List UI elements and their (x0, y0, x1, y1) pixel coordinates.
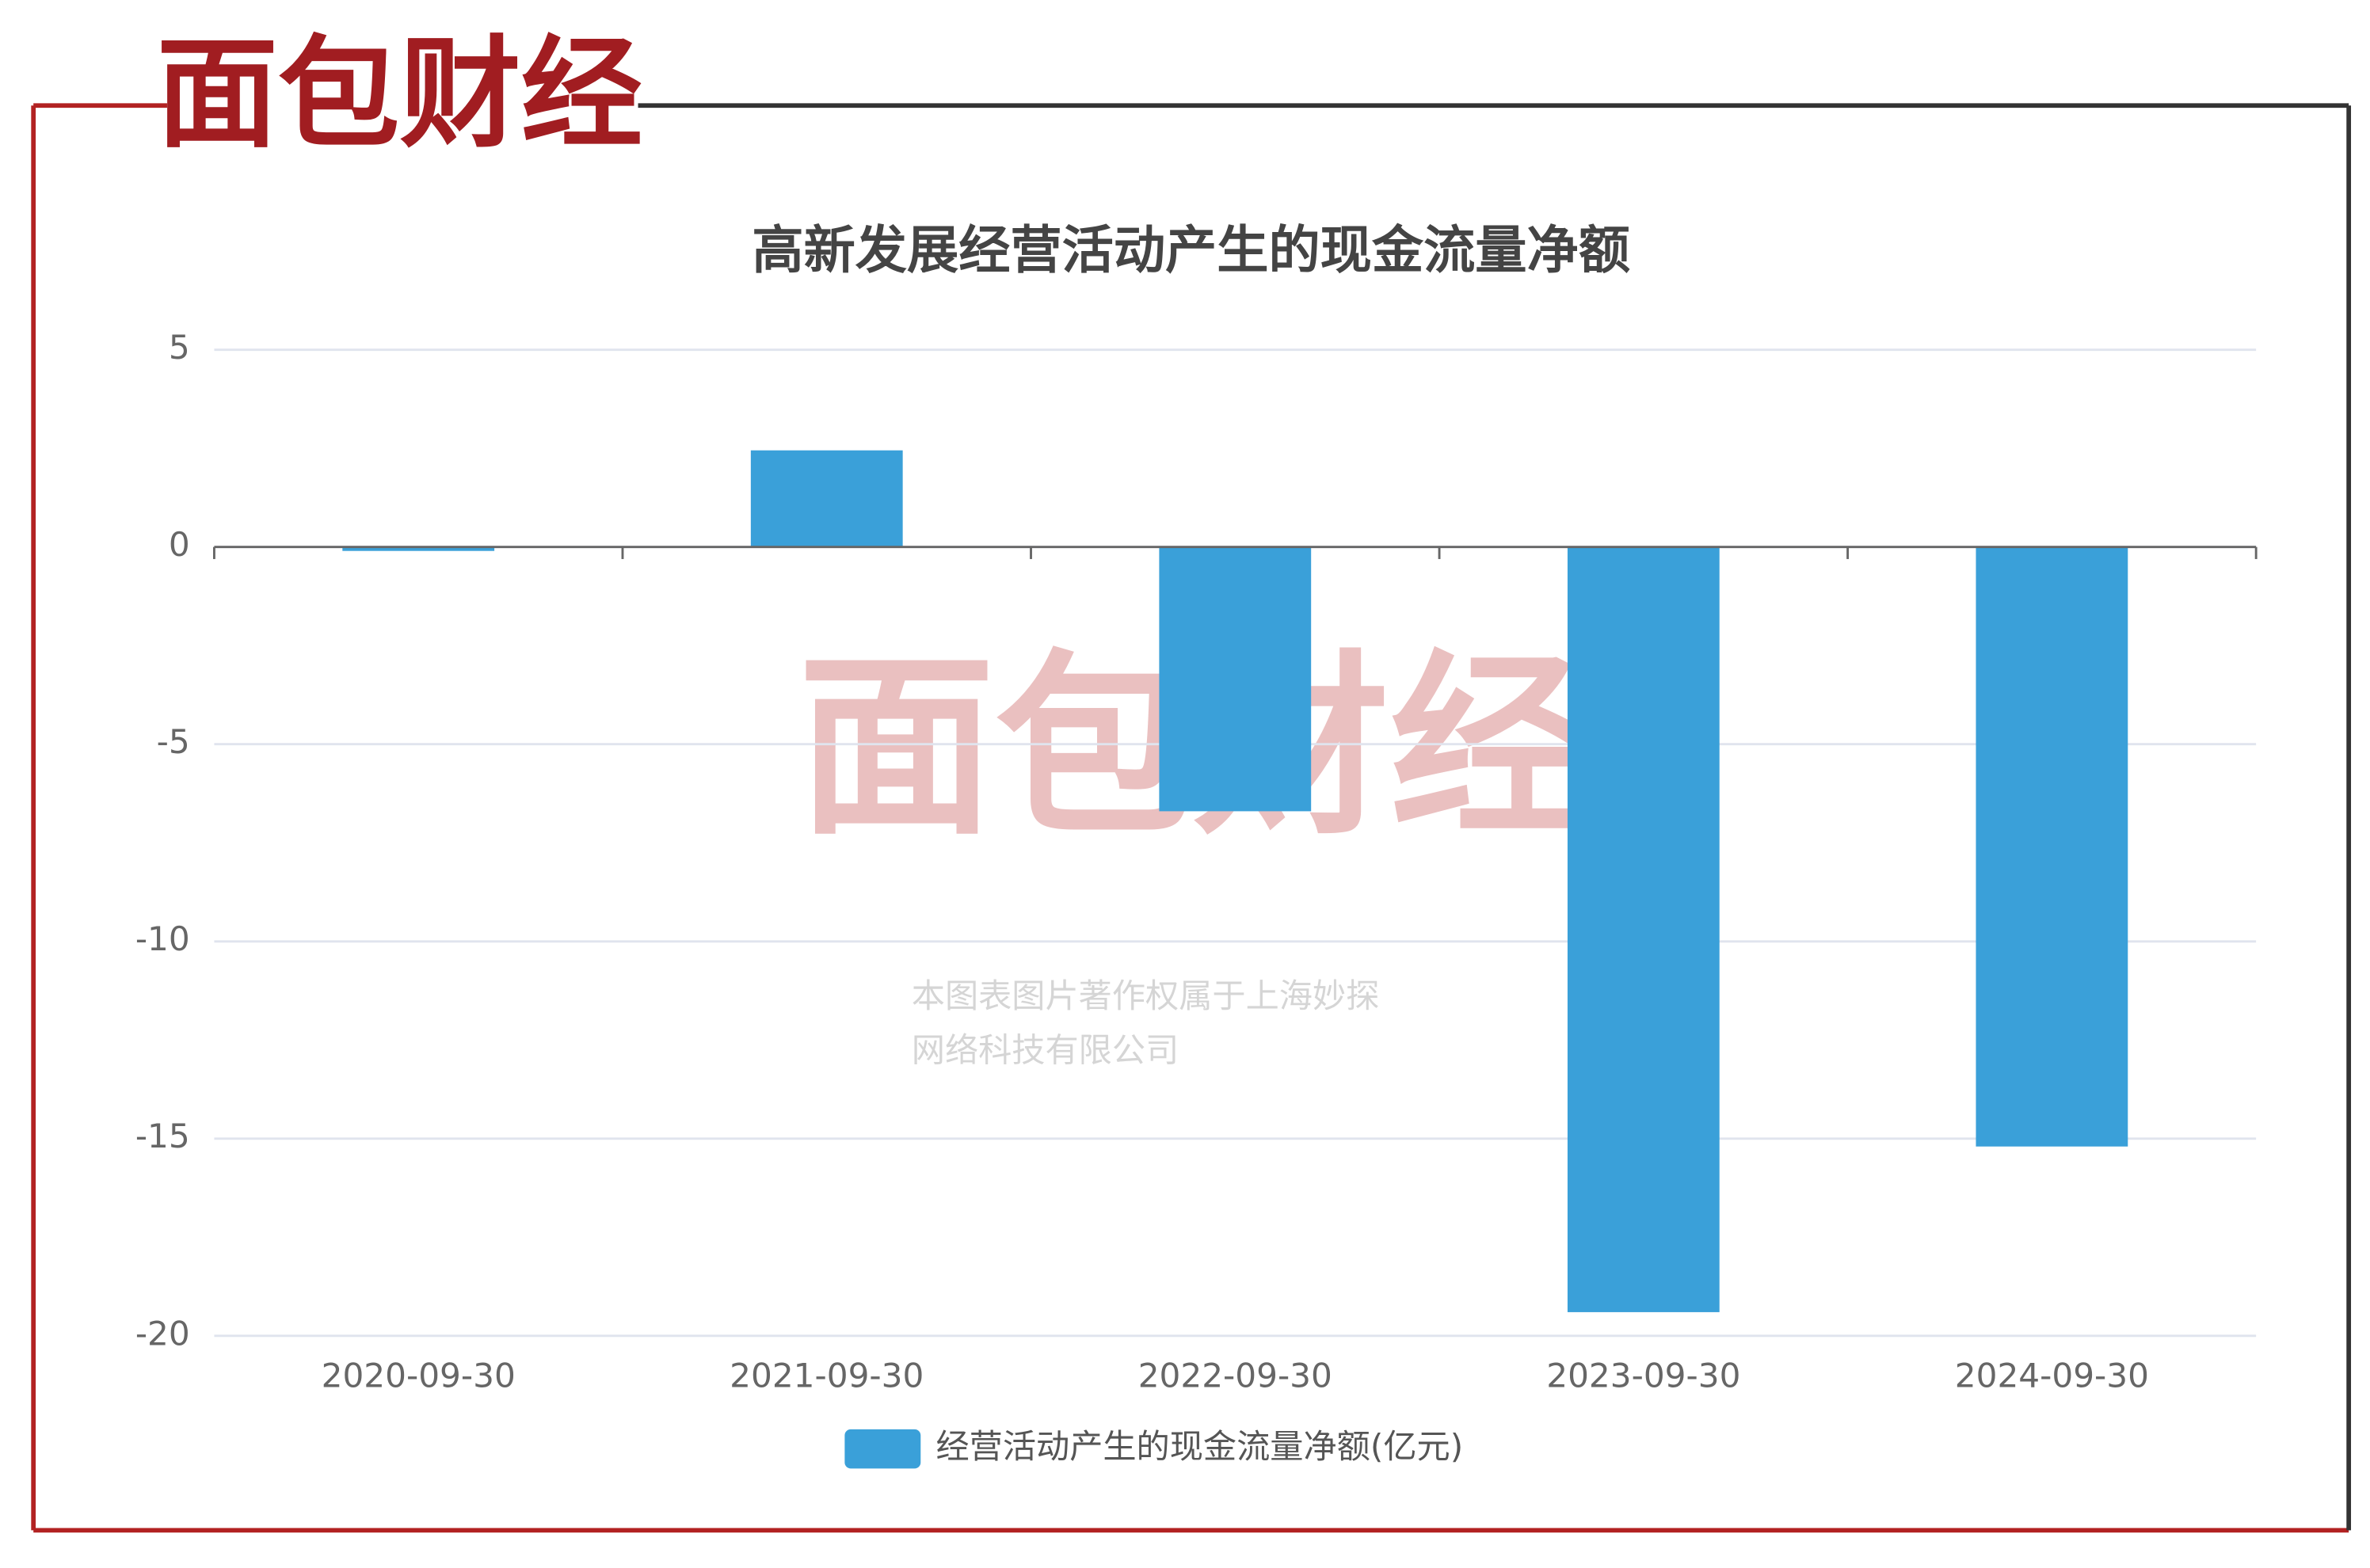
x-tick-label: 2021-09-30 (730, 1357, 924, 1395)
y-tick-label: -20 (135, 1314, 190, 1353)
watermark-text: 网络科技有限公司 (912, 1030, 1179, 1069)
y-tick-label: -15 (135, 1117, 190, 1155)
bar (1567, 546, 1720, 1312)
y-tick-label: 0 (169, 525, 190, 564)
x-tick-label: 2024-09-30 (1955, 1357, 2149, 1395)
logo: 面包财经 (157, 25, 643, 165)
y-tick-label: -5 (157, 722, 190, 761)
x-tick-label: 2023-09-30 (1546, 1357, 1740, 1395)
watermark-text: 本图表图片著作权属于上海妙探 (912, 976, 1380, 1015)
y-tick-label: 5 (169, 328, 190, 367)
bar (1976, 546, 2128, 1147)
legend-swatch (844, 1429, 921, 1469)
legend-label: 经营活动产生的现金流量净额(亿元) (935, 1427, 1463, 1466)
chart-title: 高新发展经营活动产生的现金流量净额 (752, 221, 1630, 280)
frame (31, 103, 2352, 1533)
bar (342, 546, 495, 551)
x-tick-label: 2022-09-30 (1138, 1357, 1332, 1395)
bar (750, 450, 903, 547)
y-tick-label: -10 (135, 919, 190, 958)
bar (1159, 546, 1312, 812)
x-tick-label: 2020-09-30 (322, 1357, 516, 1395)
